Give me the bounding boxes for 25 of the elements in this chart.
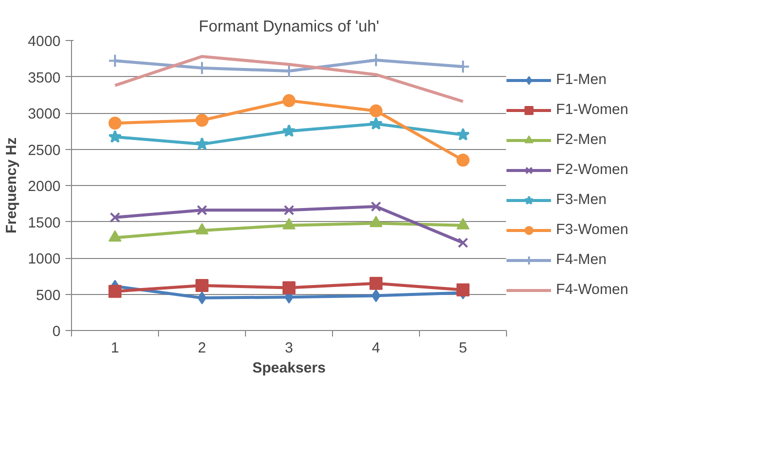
x-axis-title: Speaksers xyxy=(252,360,326,376)
legend-label: F2-Men xyxy=(556,132,606,148)
legend-label: F1-Women xyxy=(556,102,628,118)
y-tick-label: 1500 xyxy=(28,215,61,232)
x-tick-label: 3 xyxy=(284,340,294,356)
legend-label: F3-Men xyxy=(556,192,606,208)
y-tick-label: 2000 xyxy=(28,179,61,195)
y-tick-label: 1000 xyxy=(28,252,61,268)
y-axis-title: Frequency Hz xyxy=(4,137,20,234)
legend-label: F2-Women xyxy=(556,162,628,178)
y-tick-label: 500 xyxy=(36,288,61,304)
y-tick-label: 2500 xyxy=(28,142,61,159)
legend-label: F4-Men xyxy=(556,252,606,268)
chart-title: Formant Dynamics of 'uh' xyxy=(198,18,380,36)
y-tick-label: 4000 xyxy=(28,34,61,50)
x-tick-label: 1 xyxy=(110,340,120,356)
y-tick-label: 3000 xyxy=(28,106,61,122)
x-tick-label: 4 xyxy=(372,340,380,356)
x-tick-label: 5 xyxy=(458,340,468,356)
legend-label: F3-Women xyxy=(556,222,628,238)
x-tick-label: 2 xyxy=(198,340,206,356)
legend-label: F1-Men xyxy=(556,72,606,88)
legend-label: F4-Women xyxy=(556,282,628,298)
y-tick-label: 3500 xyxy=(28,70,61,86)
y-tick-label: 0 xyxy=(52,324,61,340)
